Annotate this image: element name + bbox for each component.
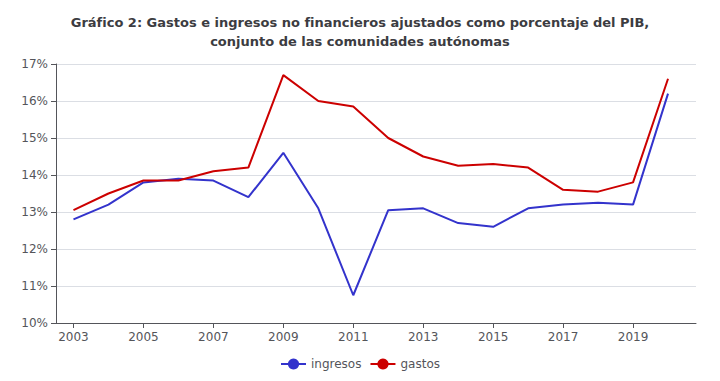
svg-text:ingresos: ingresos bbox=[311, 357, 361, 371]
svg-text:13%: 13% bbox=[21, 205, 48, 219]
svg-text:2005: 2005 bbox=[128, 330, 159, 344]
svg-text:gastos: gastos bbox=[400, 357, 440, 371]
svg-text:10%: 10% bbox=[21, 316, 48, 330]
svg-text:15%: 15% bbox=[21, 131, 48, 145]
svg-text:14%: 14% bbox=[21, 168, 48, 182]
svg-text:2011: 2011 bbox=[338, 330, 369, 344]
svg-text:2003: 2003 bbox=[58, 330, 89, 344]
svg-text:Gráfico 2: Gastos e ingresos n: Gráfico 2: Gastos e ingresos no financie… bbox=[71, 15, 650, 30]
svg-text:2015: 2015 bbox=[478, 330, 509, 344]
svg-text:2007: 2007 bbox=[198, 330, 229, 344]
svg-text:12%: 12% bbox=[21, 242, 48, 256]
svg-text:17%: 17% bbox=[21, 57, 48, 71]
svg-text:16%: 16% bbox=[21, 94, 48, 108]
svg-text:2013: 2013 bbox=[408, 330, 439, 344]
svg-text:11%: 11% bbox=[21, 279, 48, 293]
svg-text:conjunto de las comunidades au: conjunto de las comunidades autónomas bbox=[210, 34, 510, 49]
svg-text:2017: 2017 bbox=[548, 330, 579, 344]
svg-text:2019: 2019 bbox=[618, 330, 649, 344]
svg-text:2009: 2009 bbox=[268, 330, 299, 344]
